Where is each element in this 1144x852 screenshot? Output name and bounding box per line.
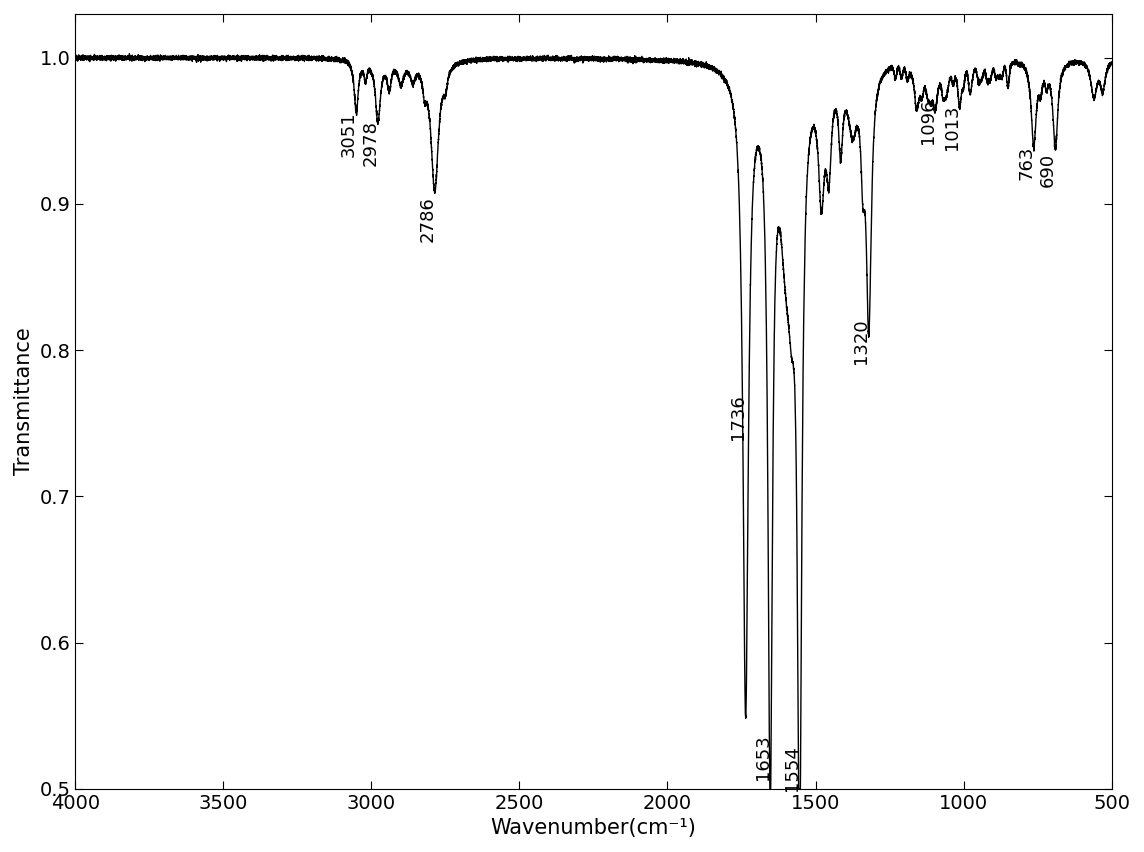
Text: 1554: 1554 <box>782 745 801 791</box>
Text: 1653: 1653 <box>754 734 772 780</box>
Text: 1096: 1096 <box>919 99 937 144</box>
Text: 1736: 1736 <box>729 394 747 440</box>
Text: 2786: 2786 <box>419 197 436 242</box>
Text: 1013: 1013 <box>943 105 961 150</box>
Text: 763: 763 <box>1017 146 1035 180</box>
Text: 3051: 3051 <box>340 112 358 158</box>
Text: 2978: 2978 <box>362 121 380 166</box>
Y-axis label: Transmittance: Transmittance <box>14 327 34 475</box>
Text: 690: 690 <box>1039 153 1057 187</box>
X-axis label: Wavenumber(cm⁻¹): Wavenumber(cm⁻¹) <box>491 818 697 838</box>
Text: 1320: 1320 <box>852 318 871 364</box>
